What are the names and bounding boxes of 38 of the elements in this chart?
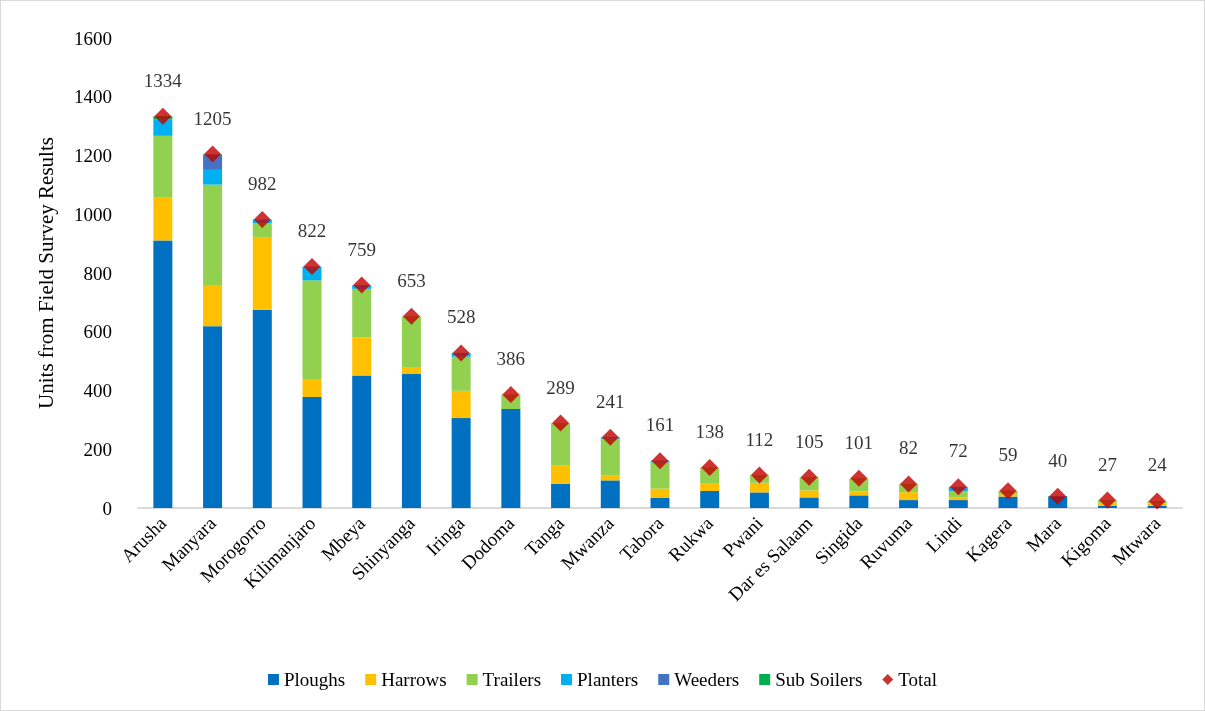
data-label: 40 <box>1048 449 1068 471</box>
legend-label: Weeders <box>674 669 740 690</box>
y-tick-label: 0 <box>102 497 112 519</box>
data-label: 161 <box>645 414 675 436</box>
y-tick-label: 800 <box>83 262 112 284</box>
data-label: 289 <box>546 376 575 398</box>
legend-label: Sub Soilers <box>775 669 863 690</box>
y-tick-label: 1200 <box>74 145 112 166</box>
data-label: 24 <box>1147 454 1168 476</box>
y-tick-label: 400 <box>83 380 112 401</box>
y-tick-label: 600 <box>83 321 112 343</box>
data-label: 386 <box>496 348 526 370</box>
legend-label: Trailers <box>482 669 542 690</box>
data-label: 653 <box>397 269 426 291</box>
data-label: 982 <box>248 173 277 195</box>
legend-label: Ploughs <box>283 669 346 690</box>
legend-label: Planters <box>577 669 639 690</box>
data-label: 72 <box>948 440 968 462</box>
data-label: 822 <box>297 220 327 242</box>
y-tick-label: 1600 <box>74 27 112 49</box>
data-label: 241 <box>596 390 625 412</box>
data-label: 112 <box>745 428 774 450</box>
data-label: 27 <box>1097 453 1117 475</box>
legend-label: Harrows <box>381 669 447 690</box>
legend-label: Total <box>898 669 938 690</box>
y-axis-title: Units from Field Survey Results <box>33 137 58 409</box>
data-label: 759 <box>347 238 376 260</box>
data-label: 101 <box>844 431 874 453</box>
data-label: 59 <box>998 444 1018 466</box>
data-label: 82 <box>899 437 919 459</box>
data-label: 1334 <box>143 69 183 91</box>
y-tick-label: 1400 <box>74 86 112 108</box>
data-label: 1205 <box>193 107 232 129</box>
data-label: 105 <box>794 430 824 452</box>
data-label: 138 <box>695 420 724 442</box>
data-label: 528 <box>446 306 476 328</box>
y-tick-label: 200 <box>83 438 112 460</box>
y-tick-label: 1000 <box>74 203 112 225</box>
